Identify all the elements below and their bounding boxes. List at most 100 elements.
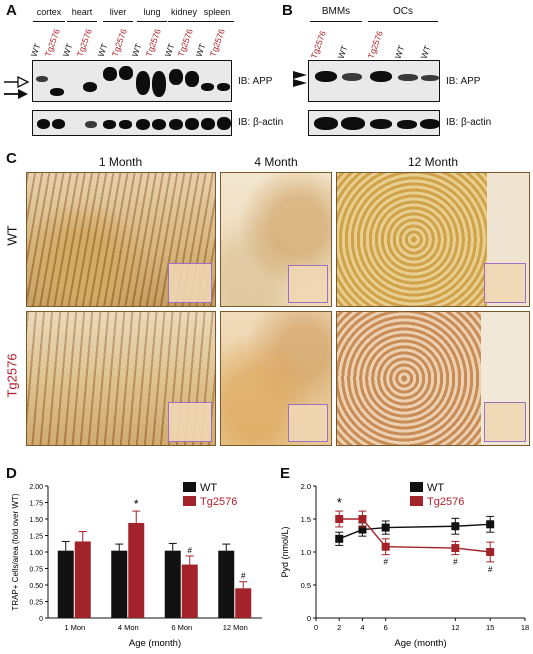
- lane-label: WT: [28, 42, 43, 58]
- legend-label: Tg2576: [427, 496, 464, 508]
- panel-b-letter: B: [282, 2, 293, 19]
- x-category-label: 12 Mon: [223, 623, 248, 632]
- tissue-label-kidney: kidney: [170, 7, 197, 17]
- y-tick-label: 0.25: [29, 600, 43, 607]
- micrograph-tg-4-month: [220, 311, 332, 446]
- lane-label: Tg2576: [143, 27, 163, 58]
- bar-wt: [164, 550, 181, 618]
- panel-b-app-blot: [308, 60, 440, 102]
- micrograph-inset: [484, 263, 526, 303]
- y-tick-label: 1.75: [29, 501, 43, 508]
- x-category-label: 1 Mon: [64, 623, 85, 632]
- y-tick-label: 1.00: [29, 550, 43, 557]
- micrograph-inset: [288, 404, 328, 442]
- x-tick-label: 4: [360, 623, 364, 632]
- y-tick-label: 1.25: [29, 534, 43, 541]
- legend-swatch: [183, 496, 196, 506]
- legend-swatch: [410, 496, 423, 506]
- lane-label: WT: [418, 44, 433, 60]
- data-point: [335, 534, 344, 543]
- x-tick-label: 15: [486, 623, 494, 632]
- micrograph-inset: [484, 402, 526, 442]
- significance-mark: *: [337, 495, 342, 510]
- y-axis-label: Pyd (nmol/L): [280, 526, 290, 577]
- group-label-bmms: BMMs: [321, 6, 351, 17]
- panel-a-app-blot: [32, 60, 232, 102]
- lane-label: Tg2576: [42, 27, 62, 58]
- tissue-underline: [200, 21, 234, 22]
- data-point: [335, 515, 344, 523]
- lane-label: Tg2576: [175, 27, 195, 58]
- micrograph-wt-4-month: [220, 172, 332, 307]
- panel-e-letter: E: [280, 465, 291, 482]
- tissue-underline: [67, 21, 97, 22]
- x-axis-label: Age (month): [394, 638, 446, 649]
- lane-label: Tg2576: [365, 29, 385, 60]
- filled-arrow-icon: [4, 87, 30, 105]
- y-tick-label: 0: [39, 616, 43, 623]
- y-tick-label: 2.00: [29, 484, 43, 491]
- tissue-underline: [33, 21, 65, 22]
- column-title-4-month: 4 Month: [254, 155, 298, 169]
- group-underline: [310, 21, 362, 22]
- chart-d: 0 0.25 0.50 0.75 1.00 1.25 1.50 1.75 2.00 1 Mon 4 …: [11, 482, 262, 649]
- tissue-label-heart: heart: [71, 7, 93, 17]
- data-point: [486, 548, 495, 556]
- panel-a-actin-blot: [32, 110, 232, 136]
- micrograph-tg-12-month: [336, 311, 530, 446]
- legend-label: Tg2576: [200, 496, 237, 508]
- bar-wt: [111, 550, 128, 618]
- x-category-label: 4 Mon: [118, 623, 139, 632]
- tissue-underline: [137, 21, 167, 22]
- panel-d-letter: D: [6, 465, 17, 482]
- group-underline: [368, 21, 438, 22]
- bar-tg2576: [74, 541, 91, 618]
- tissue-underline: [103, 21, 133, 22]
- lane-label: WT: [60, 42, 75, 58]
- bar-wt: [57, 550, 74, 618]
- panel-a-ib-app-label: IB: APP: [238, 76, 273, 87]
- panel-b-actin-blot: [308, 110, 440, 136]
- data-point: [451, 544, 460, 553]
- y-tick-label: 0: [307, 614, 311, 623]
- column-title-1-month: 1 Month: [98, 155, 143, 169]
- lane-label: Tg2576: [109, 27, 129, 58]
- data-point: [486, 520, 495, 529]
- tissue-label-spleen: spleen: [203, 7, 231, 17]
- micrograph-wt-1-month: [26, 172, 216, 307]
- y-tick-label: 1.5: [301, 515, 311, 524]
- y-tick-label: 0.75: [29, 567, 43, 574]
- tissue-label-liver: liver: [109, 7, 127, 17]
- lane-label: WT: [392, 44, 407, 60]
- significance-mark: #: [241, 572, 246, 581]
- micrograph-inset: [288, 265, 328, 303]
- tissue-label-lung: lung: [143, 7, 161, 17]
- tissue-label-cortex: cortex: [36, 7, 62, 17]
- row-label-tg2576: Tg2576: [4, 353, 20, 398]
- x-tick-label: 18: [521, 623, 529, 632]
- lane-label: Tg2576: [207, 27, 227, 58]
- series-line-tg2576: [339, 518, 491, 553]
- data-point: [451, 522, 460, 531]
- legend-label: WT: [427, 482, 444, 494]
- chart-e: 0 0.5 1.0 1.5 2.0 0 2 4 6 12 15 18 * # # # Age (month) Py…: [280, 482, 529, 649]
- lane-label: WT: [95, 42, 110, 58]
- x-tick-label: 6: [384, 623, 388, 632]
- lane-label: WT: [129, 42, 144, 58]
- row-label-wt: WT: [4, 225, 20, 246]
- y-tick-label: 0.50: [29, 583, 43, 590]
- significance-mark: *: [134, 497, 139, 511]
- data-point: [381, 542, 390, 551]
- double-arrowhead-icon: [293, 68, 309, 95]
- micrograph-inset: [168, 402, 212, 442]
- bar-tg2576: [128, 522, 145, 618]
- tissue-underline: [168, 21, 200, 22]
- x-axis-label: Age (month): [129, 638, 181, 649]
- open-arrow-icon: [4, 75, 30, 93]
- x-tick-label: 0: [314, 623, 318, 632]
- micrograph-inset: [168, 263, 212, 303]
- legend-label: WT: [200, 482, 217, 494]
- bar-tg2576: [181, 564, 198, 618]
- panel-a-ib-actin-label: IB: β-actin: [238, 117, 284, 128]
- lane-label: WT: [193, 42, 208, 58]
